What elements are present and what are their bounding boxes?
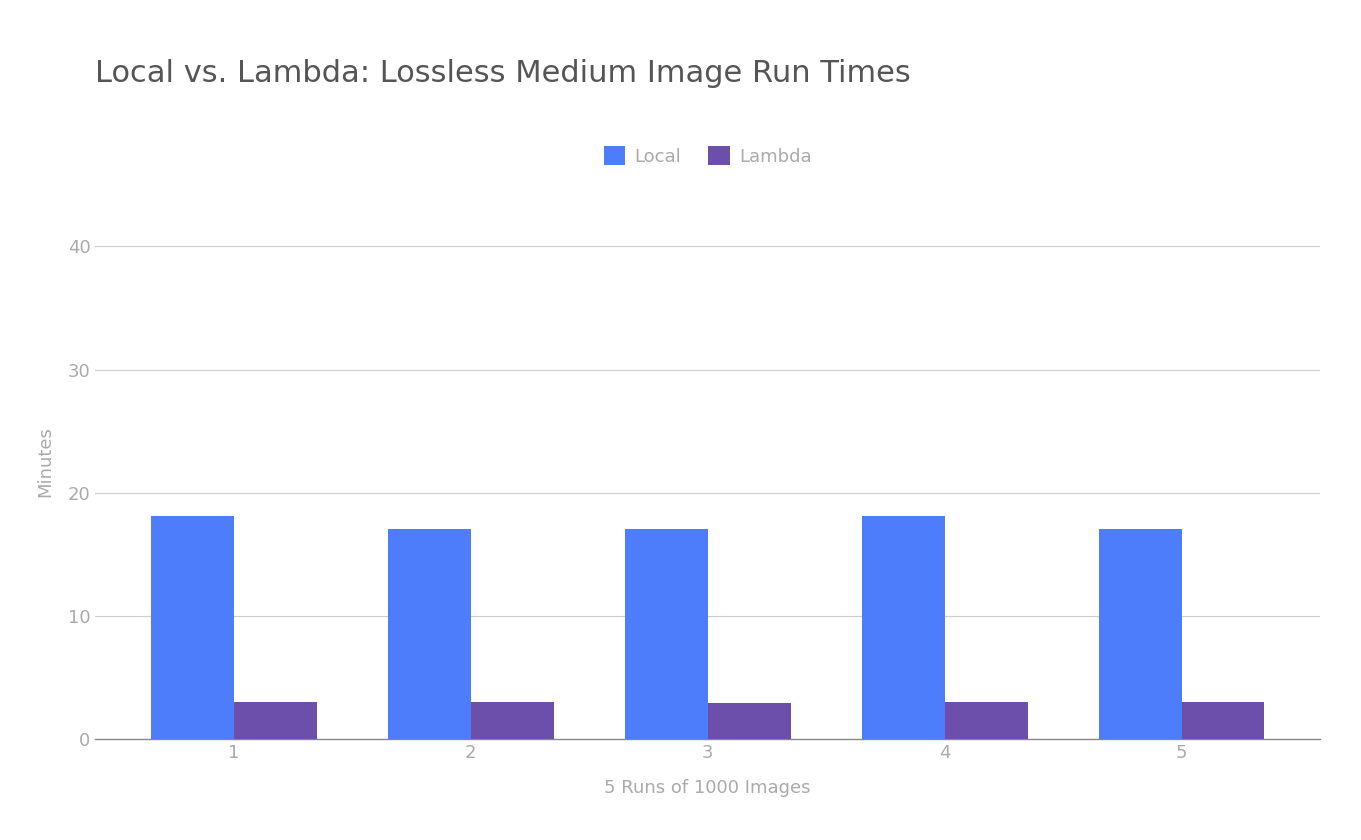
Text: Local vs. Lambda: Lossless Medium Image Run Times: Local vs. Lambda: Lossless Medium Image … (95, 59, 911, 88)
Bar (625, 528, 708, 739)
Bar (388, 528, 471, 739)
Bar (471, 702, 554, 739)
Bar (1098, 528, 1181, 739)
Bar (234, 702, 317, 739)
Bar (862, 517, 945, 739)
Bar (1181, 702, 1264, 739)
X-axis label: 5 Runs of 1000 Images: 5 Runs of 1000 Images (604, 779, 811, 796)
Bar (708, 703, 791, 739)
Bar (945, 702, 1028, 739)
Y-axis label: Minutes: Minutes (35, 427, 54, 497)
Legend: Local, Lambda: Local, Lambda (596, 139, 819, 173)
Bar (151, 517, 234, 739)
